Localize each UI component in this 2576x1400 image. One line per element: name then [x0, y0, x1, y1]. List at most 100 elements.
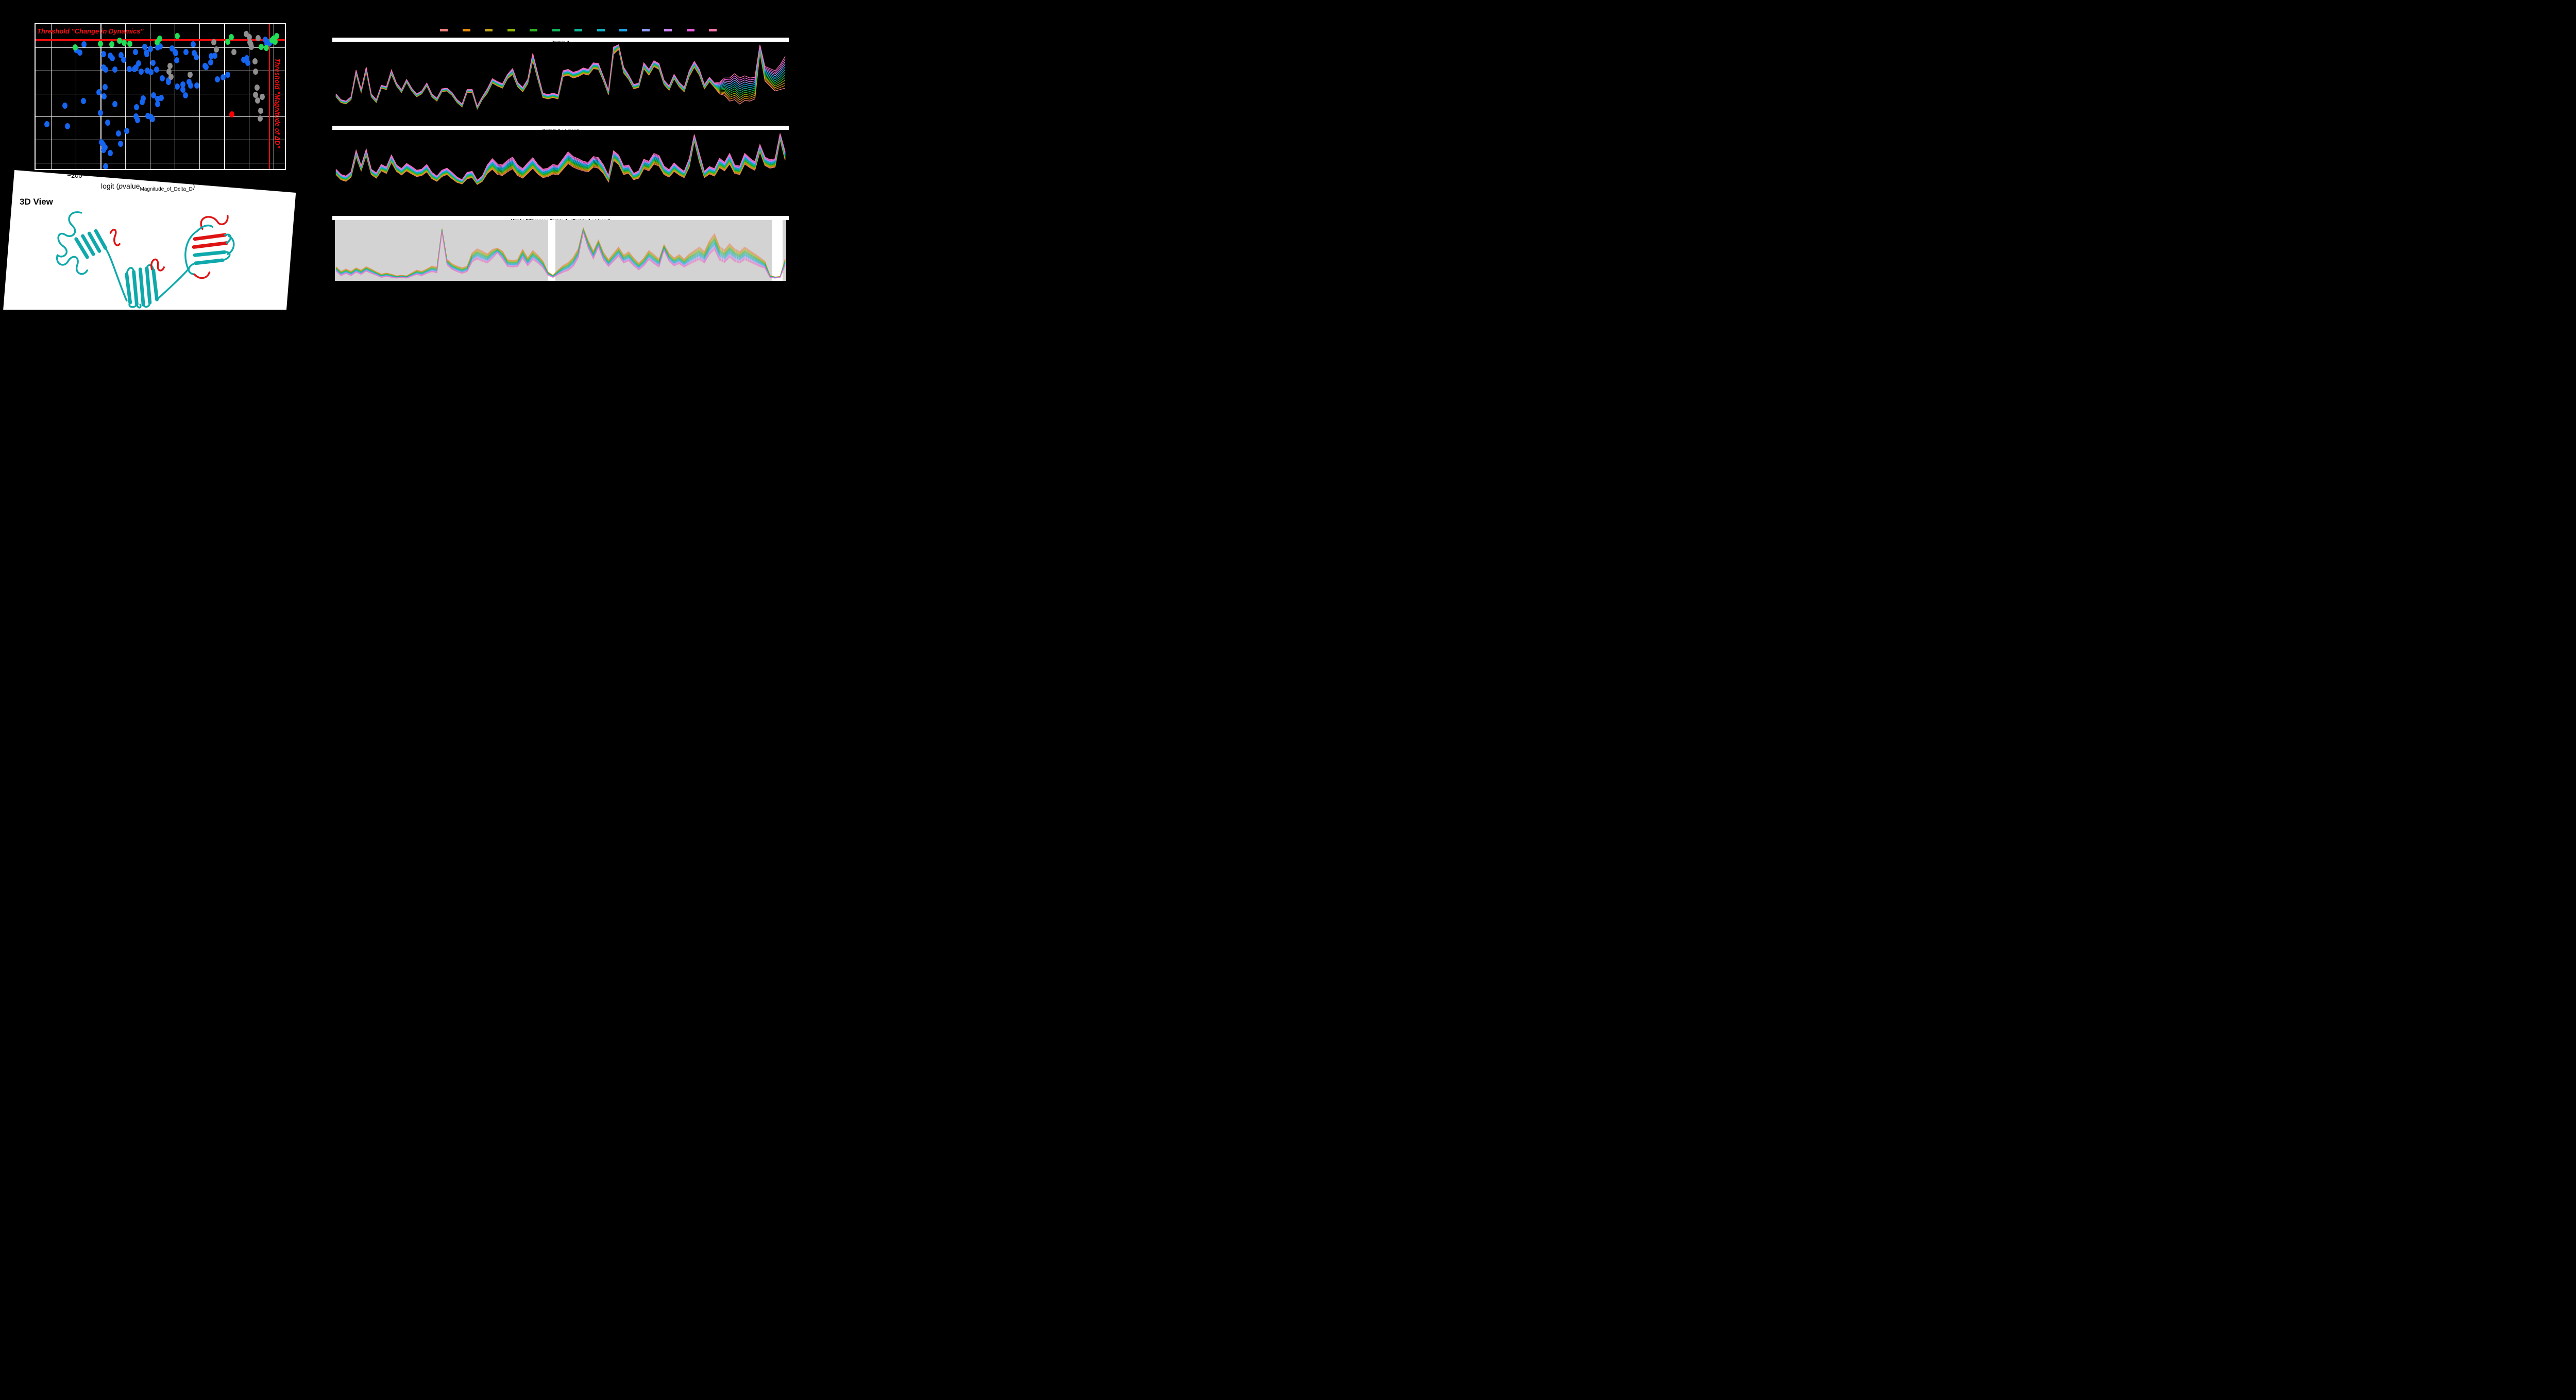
scatter-point-blue [175, 83, 180, 90]
scatter-point-blue [142, 44, 147, 50]
legend-swatch-timepoint-4[interactable] [507, 29, 515, 31]
scatter-point-blue [191, 41, 196, 47]
scatter-point-green [117, 38, 122, 44]
scatter-point-gray [255, 97, 260, 104]
scatter-point-gray [249, 44, 254, 50]
scatter-point-blue [127, 66, 132, 72]
scatter-point-blue [110, 55, 115, 61]
scatter-point-blue [101, 51, 106, 57]
scatter-point-gray [166, 69, 172, 75]
volcano-x-axis-title: logit (pvalueMagnitude_of_Delta_D) [101, 182, 195, 192]
scatter-point-blue [180, 87, 185, 93]
protein-ribbon[interactable] [49, 209, 245, 310]
uptake-line-timepoint-12 [335, 133, 786, 181]
uptake-line-timepoint-10 [335, 44, 786, 108]
x-tick-label: −200 [67, 172, 82, 179]
scatter-point-blue [188, 82, 193, 89]
uptake-line-timepoint-3 [335, 139, 786, 184]
scatter-point-blue [108, 150, 113, 156]
scatter-point-blue [148, 46, 153, 52]
scatter-point-green [98, 41, 103, 47]
scatter-point-blue [150, 116, 155, 122]
scatter-point-green [157, 36, 162, 42]
scatter-point-blue [116, 130, 121, 137]
scatter-point-blue [124, 128, 129, 134]
volcano-plot[interactable]: Threshold "Change in Dynamics" Threshold… [35, 23, 286, 170]
hdx-dashboard: Threshold "Change in Dynamics" Threshold… [0, 0, 808, 310]
uptake-difference-chart[interactable] [335, 220, 786, 281]
uptake-line-timepoint-1 [335, 48, 786, 110]
scatter-point-blue [103, 163, 108, 169]
volcano-points-layer [44, 31, 279, 169]
scatter-point-blue [245, 60, 250, 66]
scatter-point-blue [148, 69, 154, 75]
scatter-point-blue [183, 92, 188, 98]
threshold-vline [269, 24, 270, 169]
uptake-line-timepoint-2 [335, 139, 786, 185]
scatter-point-gray [188, 72, 193, 78]
scatter-point-blue [103, 66, 108, 73]
scatter-point-blue [65, 123, 70, 129]
uptake-line-timepoint-2 [335, 47, 786, 110]
scatter-point-blue [159, 95, 164, 101]
uptake-line-timepoint-10 [335, 134, 786, 182]
legend-swatch-timepoint-6[interactable] [552, 29, 560, 31]
scatter-point-gray [247, 34, 252, 40]
legend-swatch-timepoint-11[interactable] [664, 29, 672, 31]
scatter-point-blue [151, 92, 156, 98]
legend-swatch-timepoint-12[interactable] [686, 29, 694, 31]
legend-swatch-timepoint-3[interactable] [485, 29, 493, 31]
uptake-line-timepoint-5 [335, 138, 786, 184]
scatter-point-green [127, 41, 132, 47]
gridline-v [199, 24, 200, 169]
gridline-v [125, 24, 126, 169]
scatter-point-blue [112, 101, 117, 107]
uptake-line-timepoint-5 [335, 46, 786, 109]
uptake-line-timepoint-9 [335, 135, 786, 182]
scatter-point-gray [252, 58, 258, 64]
scatter-point-blue [194, 82, 199, 89]
legend-swatch-timepoint-1[interactable] [440, 29, 448, 31]
x-tick-label: −100 [116, 172, 132, 179]
scatter-point-blue [183, 49, 189, 55]
uptake-chart-protein-a[interactable] [335, 43, 786, 119]
uptake-line-timepoint-13 [335, 44, 786, 107]
legend-swatch-timepoint-13[interactable] [709, 29, 717, 31]
scatter-point-blue [225, 72, 230, 78]
scatter-point-blue [221, 74, 226, 80]
legend-swatch-timepoint-10[interactable] [641, 29, 650, 31]
chart2-titlebar: Protein A + Ligand [332, 126, 789, 133]
legend-swatch-timepoint-2[interactable] [462, 29, 470, 31]
uptake-chart-protein-a-ligand[interactable] [335, 131, 786, 187]
scatter-point-blue [133, 49, 138, 55]
scatter-point-blue [77, 49, 82, 56]
legend-swatch-timepoint-8[interactable] [597, 29, 605, 31]
scatter-point-gray [211, 39, 216, 45]
scatter-point-blue [166, 79, 171, 85]
scatter-point-blue [215, 76, 220, 82]
uptake-line-timepoint-11 [335, 44, 786, 108]
scatter-point-blue [208, 59, 213, 65]
scatter-point-blue [118, 52, 124, 58]
legend-swatch-timepoint-7[interactable] [574, 29, 582, 31]
gridline-v [224, 24, 225, 169]
scatter-point-gray [167, 63, 173, 69]
scatter-point-blue [136, 60, 141, 66]
scatter-point-green [259, 44, 264, 50]
gridline-v [51, 24, 52, 169]
axis-title-sub: Magnitude_of_Delta_D [140, 186, 193, 192]
scatter-point-blue [150, 60, 156, 66]
scatter-point-blue [103, 84, 108, 90]
scatter-point-blue [44, 121, 49, 127]
scatter-point-blue [173, 50, 178, 56]
scatter-point-blue [81, 98, 86, 104]
legend-swatch-timepoint-5[interactable] [530, 29, 537, 31]
uptake-line-timepoint-13 [335, 232, 786, 279]
x-tick-label: 200 [267, 172, 278, 179]
scatter-point-blue [112, 66, 117, 73]
scatter-point-blue [180, 81, 185, 88]
legend-swatch-timepoint-9[interactable] [619, 29, 627, 31]
scatter-point-green [175, 33, 180, 39]
chart1-titlebar: Protein A [332, 38, 789, 45]
scatter-point-gray [258, 108, 263, 114]
